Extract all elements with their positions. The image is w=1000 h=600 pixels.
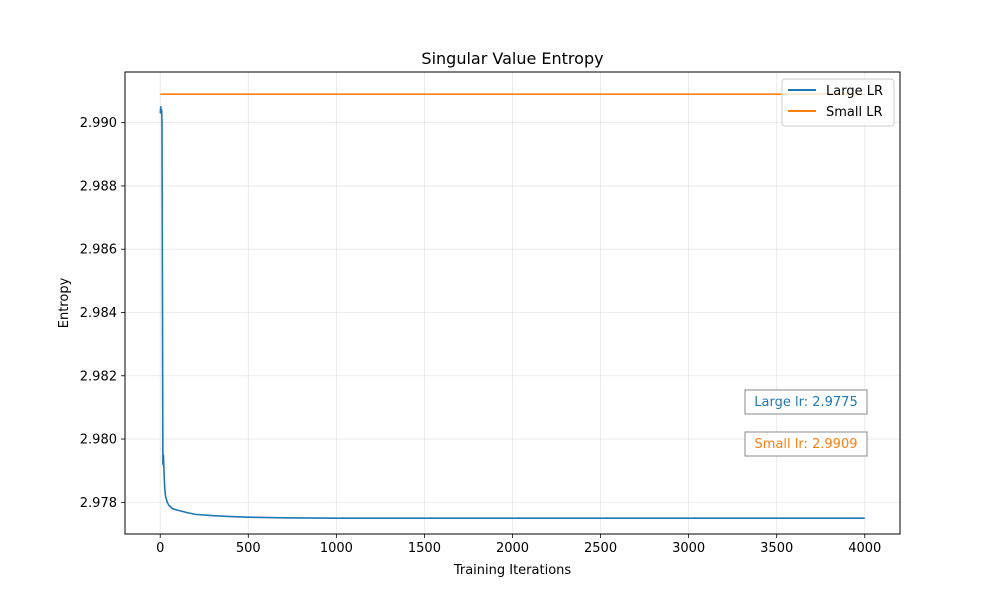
y-tick-label: 2.982	[80, 369, 117, 384]
series-lines	[159, 93, 865, 519]
legend-label-small-lr: Small LR	[826, 105, 883, 120]
x-tick-label: 4000	[848, 541, 881, 556]
y-tick-label: 2.984	[80, 306, 117, 321]
x-axis-ticks: 0 500 1000 1500 2000 2500 3000 3500 4000	[156, 534, 881, 556]
x-axis-label: Training Iterations	[453, 563, 572, 578]
y-axis-label: Entropy	[57, 277, 72, 328]
y-tick-label: 2.986	[80, 243, 117, 258]
annotation-large-lr: Large lr: 2.9775	[744, 389, 868, 415]
x-tick-label: 1500	[408, 541, 441, 556]
chart-title: Singular Value Entropy	[421, 49, 603, 68]
x-tick-label: 0	[156, 541, 164, 556]
annotation-box-small-lr	[744, 431, 868, 457]
annotation-small-lr: Small lr: 2.9909	[744, 431, 868, 457]
y-tick-label: 2.980	[80, 433, 117, 448]
annotation-box-large-lr	[744, 389, 868, 415]
annotation-text-large-lr: Large lr: 2.9775	[754, 395, 857, 410]
annotation-text-small-lr: Small lr: 2.9909	[755, 437, 858, 452]
x-tick-label: 2500	[584, 541, 617, 556]
legend-label-large-lr: Large LR	[826, 84, 883, 99]
x-tick-label: 3500	[760, 541, 793, 556]
y-axis-ticks: 2.978 2.980 2.982 2.984 2.986 2.988 2.990	[80, 116, 125, 511]
x-tick-label: 3000	[672, 541, 705, 556]
legend: Large LR Small LR	[781, 78, 895, 127]
y-tick-label: 2.990	[80, 116, 117, 131]
x-tick-label: 500	[236, 541, 261, 556]
x-tick-label: 1000	[320, 541, 353, 556]
x-tick-label: 2000	[496, 541, 529, 556]
series-line-large-lr	[159, 106, 865, 519]
y-tick-label: 2.978	[80, 496, 117, 511]
y-tick-label: 2.988	[80, 179, 117, 194]
